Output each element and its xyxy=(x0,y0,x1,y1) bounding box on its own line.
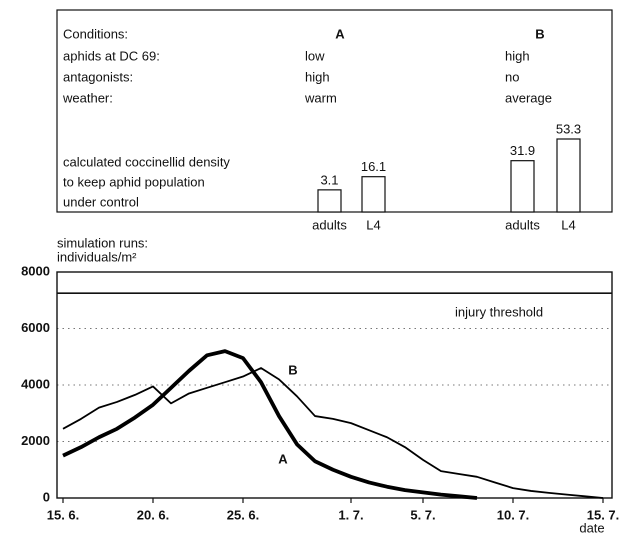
condition-cell: aphids at DC 69: xyxy=(63,48,160,63)
x-tick-label: 5. 7. xyxy=(410,507,435,522)
series-label: A xyxy=(278,451,288,466)
y-tick-label: 6000 xyxy=(21,320,50,335)
x-tick-label: 15. 6. xyxy=(47,507,80,522)
condition-header: B xyxy=(535,26,544,41)
bar-chart-label: calculated coccinellid density xyxy=(63,154,230,169)
x-axis-label: date xyxy=(579,520,604,535)
y-tick-label: 2000 xyxy=(21,433,50,448)
x-tick-label: 10. 7. xyxy=(497,507,530,522)
bar-chart-label: under control xyxy=(63,194,139,209)
condition-cell: warm xyxy=(304,90,337,105)
condition-cell: no xyxy=(505,69,519,84)
condition-cell: weather: xyxy=(62,90,113,105)
threshold-label: injury threshold xyxy=(455,305,543,320)
condition-cell: antagonists: xyxy=(63,69,133,84)
condition-cell: average xyxy=(505,90,552,105)
y-tick-label: 0 xyxy=(43,489,50,504)
series-line xyxy=(62,367,604,499)
y-tick-label: 8000 xyxy=(21,263,50,278)
y-axis-label: individuals/m² xyxy=(57,249,137,264)
x-tick-label: 25. 6. xyxy=(227,507,260,522)
category-label: L4 xyxy=(561,217,575,232)
plot-frame xyxy=(56,271,613,499)
bar xyxy=(510,160,535,213)
bar-chart-label: to keep aphid population xyxy=(63,174,205,189)
x-tick-label: 1. 7. xyxy=(338,507,363,522)
category-label: adults xyxy=(505,217,540,232)
value-label: 3.1 xyxy=(320,172,338,187)
y-tick-label: 4000 xyxy=(21,376,50,391)
value-label: 53.3 xyxy=(556,121,581,136)
bar xyxy=(317,189,342,213)
category-label: L4 xyxy=(366,217,380,232)
series-label: B xyxy=(288,362,297,377)
x-tick-label: 20. 6. xyxy=(137,507,170,522)
value-label: 16.1 xyxy=(361,159,386,174)
series-line xyxy=(62,349,478,500)
condition-cell: high xyxy=(305,69,330,84)
bar xyxy=(556,138,581,213)
x-tick-label: 15. 7. xyxy=(587,507,619,522)
condition-header: Conditions: xyxy=(63,26,128,41)
condition-cell: high xyxy=(505,48,530,63)
y-axis-label: simulation runs: xyxy=(57,235,148,250)
value-label: 31.9 xyxy=(510,143,535,158)
condition-header: A xyxy=(335,26,345,41)
bar xyxy=(361,176,386,213)
condition-cell: low xyxy=(305,48,325,63)
category-label: adults xyxy=(312,217,347,232)
